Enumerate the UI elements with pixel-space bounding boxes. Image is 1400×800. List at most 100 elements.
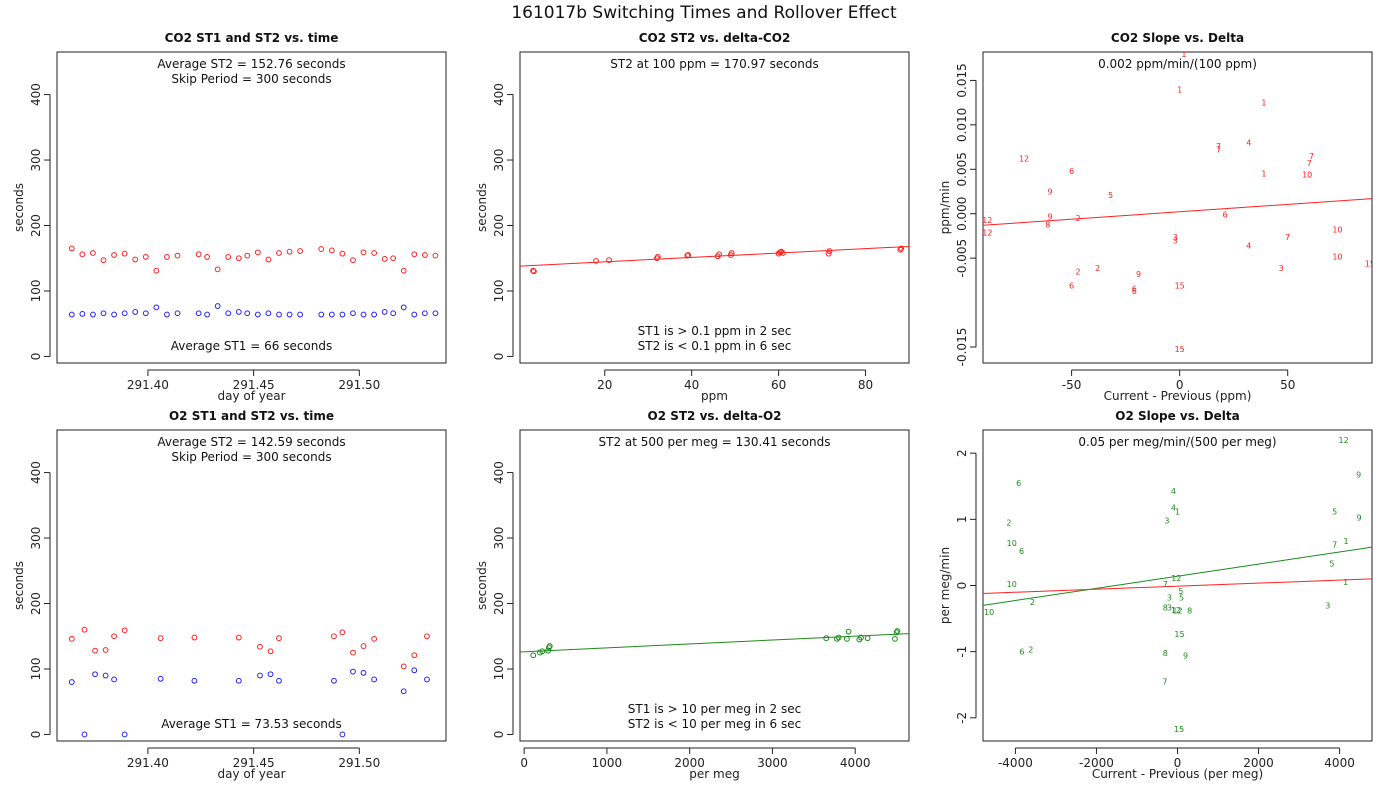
data-point-st2	[350, 257, 356, 264]
data-point-st1	[390, 310, 397, 317]
x-tick-label: -4000	[998, 756, 1033, 770]
data-point-st2	[685, 252, 692, 258]
x-tick-label: 291.40	[127, 756, 169, 770]
data-point-label: 2	[1006, 519, 1011, 528]
data-point-label: 3	[1167, 593, 1172, 602]
data-point-label: 5	[1332, 507, 1337, 516]
plot-frame	[56, 429, 447, 742]
y-axis-label: ppm/min	[938, 181, 952, 235]
data-point-label: 8	[1163, 603, 1168, 612]
data-point-label: 9	[1356, 470, 1361, 479]
data-point-st2	[111, 252, 117, 258]
x-tick-label: 291.45	[233, 756, 275, 770]
data-point-st2	[214, 266, 221, 273]
data-point-st2	[858, 634, 864, 641]
data-point-label: 2	[1030, 598, 1035, 607]
data-point-st1	[400, 304, 407, 311]
data-point-label: 4	[1246, 242, 1251, 251]
data-point-label: 8	[1187, 607, 1192, 616]
y-tick-label: 200	[492, 214, 506, 237]
y-tick-label: 0	[29, 731, 43, 739]
data-point-st1	[267, 671, 274, 678]
y-tick-label: 400	[492, 83, 506, 106]
data-point-st2	[593, 257, 599, 264]
panel-title: CO2 ST2 vs. delta-CO2	[639, 31, 791, 45]
x-axis-label: day of year	[217, 389, 285, 403]
data-point-label: 1	[1181, 50, 1186, 59]
y-tick-label: 0	[955, 582, 969, 590]
data-point-label: 6	[1069, 167, 1074, 176]
data-point-label: 3	[1173, 233, 1178, 242]
data-point-label: 3	[1164, 517, 1169, 526]
data-point-st1	[276, 311, 282, 318]
x-tick-label: 291.50	[338, 756, 380, 770]
data-point-st1	[100, 310, 107, 317]
data-point-label: 10	[1332, 226, 1342, 235]
data-point-st2	[728, 250, 735, 256]
y-tick-label: 100	[29, 280, 43, 303]
data-point-st2	[100, 257, 107, 264]
data-point-st1	[254, 311, 261, 318]
data-point-label: 1	[1175, 507, 1180, 516]
data-point-label: 10	[984, 608, 994, 617]
x-tick-label: 291.40	[127, 378, 169, 392]
x-tick-label: -50	[1062, 378, 1082, 392]
data-point-label: 3	[1279, 264, 1284, 273]
data-point-label: 10	[1332, 252, 1342, 261]
data-point-st1	[81, 731, 88, 738]
data-point-label: 2	[1028, 646, 1033, 655]
panel-6: O2 Slope vs. Delta -4000 -2000 0 2000 4000 -2 -…	[938, 409, 1373, 781]
data-point-st2	[421, 252, 428, 258]
y-tick-label: 1	[955, 516, 969, 524]
data-point-label: 4	[1171, 487, 1176, 496]
y-tick-label: 0.010	[955, 108, 969, 142]
data-point-st1	[421, 310, 428, 317]
data-point-st1	[331, 677, 337, 684]
data-point-label: 5	[1179, 593, 1184, 602]
annotation: ST2 is < 0.1 ppm in 6 sec	[638, 339, 792, 353]
data-point-st2	[297, 248, 304, 254]
data-point-st2	[606, 257, 613, 264]
data-point-label: 1	[1261, 99, 1266, 108]
panel-title: CO2 Slope vs. Delta	[1111, 31, 1244, 45]
data-point-st1	[381, 309, 388, 315]
panel-2: CO2 ST2 vs. delta-CO2 20 40 60 80 0 100 200 300 4…	[475, 31, 910, 403]
y-tick-label: -0.015	[955, 328, 969, 367]
data-point-st2	[244, 252, 251, 259]
data-point-st2	[254, 249, 261, 256]
data-point-st1	[360, 311, 367, 318]
data-point-st2	[892, 635, 898, 642]
data-point-label: 12	[1019, 155, 1029, 164]
panel-5: O2 ST2 vs. delta-O2 0 1000 2000 3000 4000 0 100…	[475, 409, 910, 781]
data-point-st2	[132, 256, 139, 263]
data-point-st2	[780, 250, 786, 256]
data-point-st2	[235, 634, 242, 641]
x-tick-label: 40	[684, 378, 699, 392]
data-point-st1	[121, 731, 128, 738]
data-point-label: 6	[1016, 479, 1021, 488]
data-point-st1	[318, 311, 325, 318]
data-point-st1	[400, 688, 407, 695]
fit-line	[520, 633, 909, 653]
data-point-label: 5	[1108, 191, 1113, 200]
data-point-label: 9	[1047, 188, 1052, 197]
data-point-st1	[371, 676, 378, 683]
data-point-st2	[257, 643, 263, 650]
data-point-st2	[531, 268, 537, 275]
x-tick-label: 80	[858, 378, 873, 392]
panel-4: O2 ST1 and ST2 vs. time 291.40 291.45 291.5…	[12, 409, 447, 781]
data-point-st1	[350, 668, 356, 675]
annotation: ST2 at 500 per meg = 130.41 seconds	[599, 435, 831, 449]
data-point-st2	[153, 267, 160, 274]
x-tick-label: 2000	[674, 756, 705, 770]
data-point-st2	[111, 633, 117, 640]
data-point-label: 12	[982, 216, 992, 225]
data-point-label: 8	[1045, 220, 1050, 229]
data-point-st2	[371, 250, 378, 256]
y-tick-label: 200	[492, 592, 506, 615]
y-tick-label: 300	[492, 527, 506, 550]
data-point-st2	[157, 635, 164, 642]
y-axis-label: seconds	[12, 561, 26, 610]
data-point-st1	[225, 310, 232, 317]
y-tick-label: 400	[29, 83, 43, 106]
